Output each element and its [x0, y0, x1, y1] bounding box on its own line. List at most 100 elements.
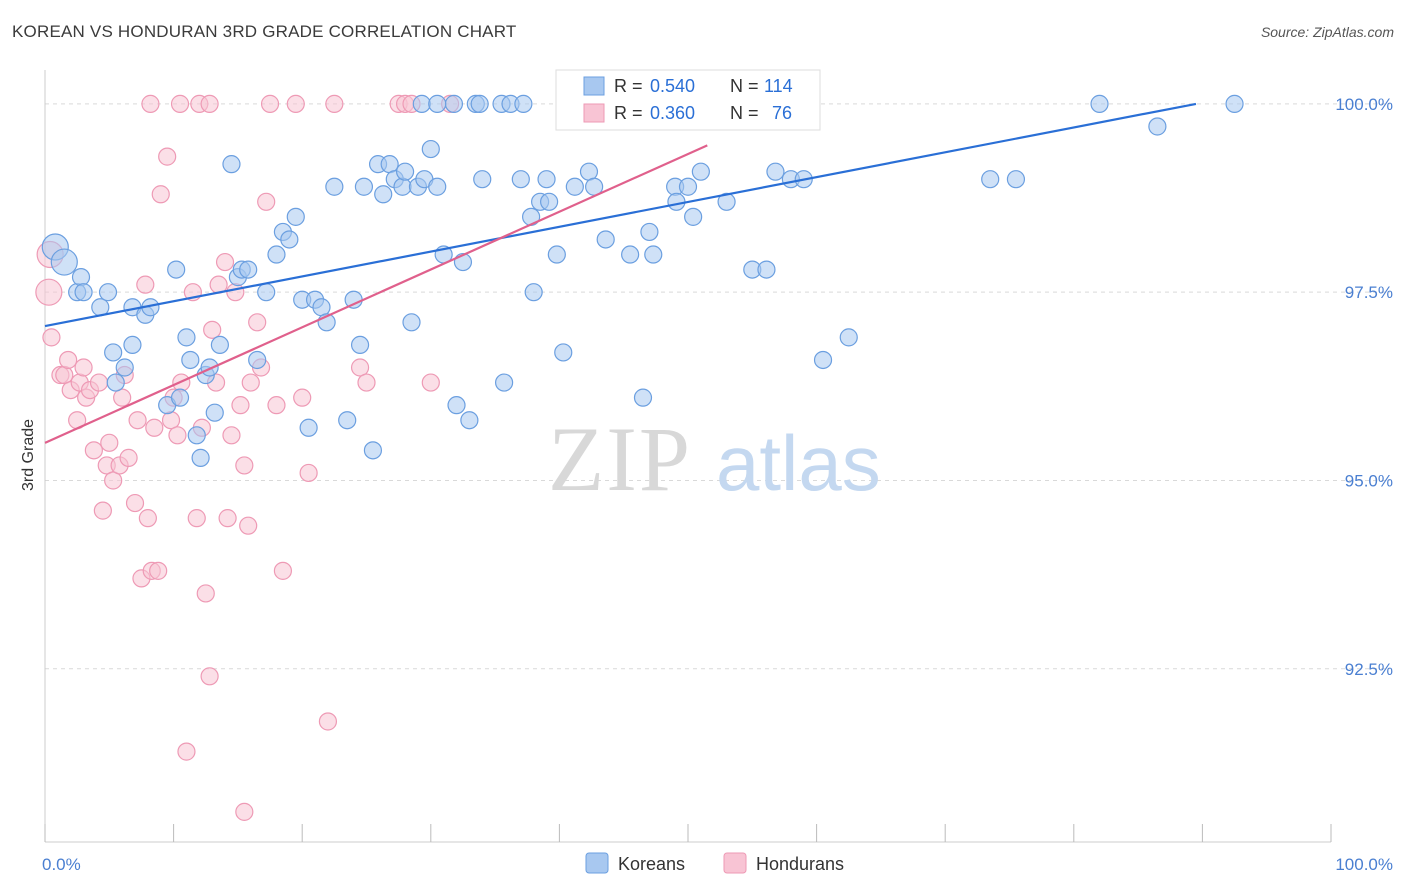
koreans-r-label: R =	[614, 76, 643, 96]
y-tick-label: 95.0%	[1345, 471, 1393, 490]
korean-point	[621, 245, 640, 264]
korean-point	[1148, 117, 1167, 136]
korean-point	[554, 343, 573, 362]
korean-point	[104, 343, 123, 362]
y-tick-labels: 100.0% 97.5% 95.0% 92.5%	[1335, 95, 1393, 679]
koreans-n-label: N =	[730, 76, 759, 96]
axes	[44, 70, 1332, 843]
korean-point	[248, 350, 267, 370]
korean-point	[1090, 94, 1109, 113]
honduran-point	[231, 396, 250, 415]
korean-point	[473, 170, 492, 189]
korean-point	[325, 177, 344, 196]
watermark-zip: ZIP	[548, 408, 692, 510]
korean-point	[393, 177, 412, 196]
honduran-point	[222, 426, 241, 445]
korean-point	[428, 94, 447, 113]
korean-point	[170, 388, 190, 407]
korean-point	[98, 283, 118, 302]
korean-point	[222, 155, 241, 174]
honduran-point	[318, 712, 338, 731]
hondurans-r-label: R =	[614, 103, 643, 123]
korean-point	[691, 162, 710, 181]
honduran-point	[93, 501, 112, 520]
korean-point	[565, 177, 584, 196]
korean-point	[239, 260, 258, 279]
korean-point	[363, 441, 383, 460]
korean-point	[210, 335, 229, 355]
legend-hondurans-swatch	[723, 852, 747, 874]
korean-point	[257, 283, 276, 302]
legend-hondurans-label: Hondurans	[756, 854, 844, 874]
honduran-point	[113, 388, 132, 407]
koreans-swatch	[583, 76, 605, 96]
korean-point	[537, 170, 556, 189]
honduran-point	[177, 742, 196, 761]
korean-point	[766, 162, 785, 181]
hondurans-r-value: 0.360	[650, 103, 695, 123]
honduran-point	[267, 396, 286, 415]
korean-point	[181, 350, 200, 370]
korean-point	[839, 328, 858, 347]
honduran-point	[286, 94, 305, 113]
korean-point	[511, 170, 530, 189]
honduran-point	[273, 561, 293, 580]
honduran-point	[187, 509, 206, 528]
honduran-point	[161, 411, 181, 430]
korean-point	[460, 411, 479, 430]
korean-point	[495, 373, 514, 392]
honduran-point	[200, 667, 219, 686]
korean-point	[200, 358, 219, 377]
korean-point	[350, 335, 370, 355]
honduran-point	[149, 561, 168, 580]
honduran-point	[42, 328, 61, 347]
honduran-point	[168, 426, 187, 445]
honduran-trend-line	[44, 144, 708, 444]
korean-point	[421, 139, 440, 159]
stats-legend: R = 0.540 N = 114 R = 0.360 N = 76	[555, 69, 821, 131]
korean-point	[280, 230, 299, 249]
korean-point	[374, 185, 393, 204]
honduran-point	[299, 463, 318, 483]
korean-point	[106, 373, 125, 392]
y-axis-title: 3rd Grade	[20, 419, 37, 491]
honduran-point	[136, 275, 155, 294]
honduran-point	[128, 411, 147, 430]
honduran-point	[260, 94, 280, 113]
legend-koreans-label: Koreans	[618, 854, 685, 874]
korean-point	[596, 230, 615, 249]
korean-point	[412, 94, 431, 113]
korean-point	[540, 192, 559, 211]
honduran-point	[158, 147, 177, 166]
korean-point	[547, 245, 566, 264]
korean-point	[444, 94, 464, 113]
hondurans-swatch	[583, 103, 605, 123]
koreans-r-value: 0.540	[650, 76, 695, 96]
korean-point	[1225, 94, 1244, 113]
honduran-point	[350, 358, 370, 377]
korean-point	[640, 222, 659, 242]
korean-point	[667, 192, 686, 211]
honduran-point	[293, 388, 312, 407]
korean-point	[813, 350, 833, 370]
watermark-atlas: atlas	[716, 419, 881, 507]
honduran-point	[421, 373, 440, 392]
honduran-point	[325, 94, 344, 113]
honduran-point	[170, 94, 190, 113]
honduran-point	[84, 441, 103, 460]
chart-title: KOREAN VS HONDURAN 3RD GRADE CORRELATION…	[12, 22, 517, 41]
honduran-point	[235, 456, 254, 475]
honduran-point	[203, 320, 222, 339]
honduran-point	[239, 516, 258, 535]
honduran-point	[119, 448, 138, 467]
honduran-point	[55, 365, 74, 385]
korean-point	[579, 162, 599, 181]
korean-point	[338, 411, 357, 430]
korean-point	[395, 162, 415, 181]
honduran-point	[141, 94, 160, 113]
honduran-point	[125, 493, 145, 513]
korean-point	[981, 170, 1000, 189]
honduran-point	[257, 192, 276, 211]
hondurans-n-value: 76	[772, 103, 792, 123]
